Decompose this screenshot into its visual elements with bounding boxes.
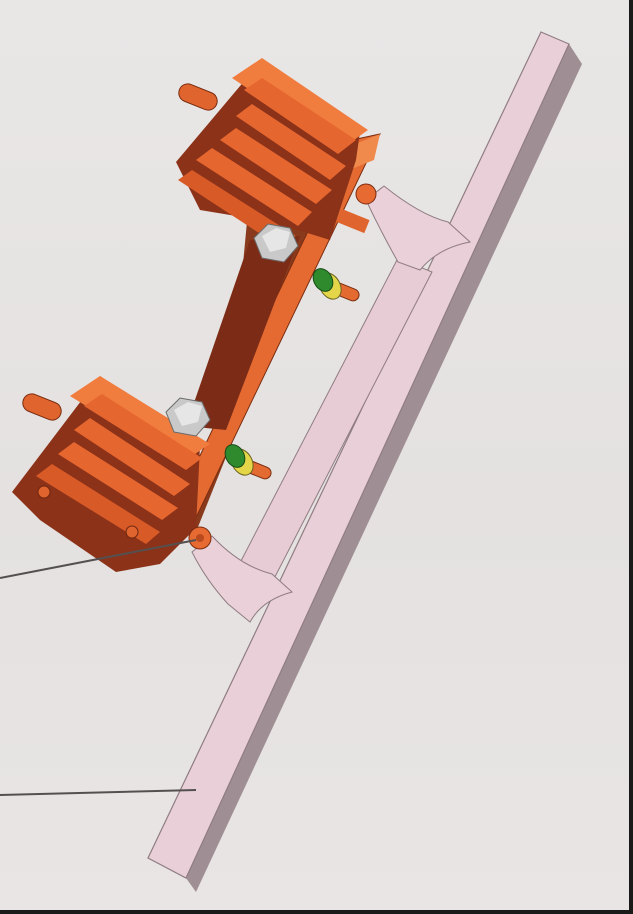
lower-nut-facet xyxy=(174,402,202,426)
callout-fastener-leader xyxy=(0,539,197,579)
lower-hex-nut xyxy=(165,397,211,437)
lower-pin-center xyxy=(196,534,204,542)
lower-fin-1 xyxy=(84,394,202,470)
rail-side-face xyxy=(186,44,582,892)
beam-upper-arm xyxy=(365,185,472,271)
lower-washer-stud xyxy=(224,444,272,480)
upper-washer-stud xyxy=(312,268,360,302)
upper-hex-nut xyxy=(253,223,299,263)
lower-bolt-a xyxy=(37,485,51,499)
lower-washer-green xyxy=(224,444,246,468)
lower-fin-2 xyxy=(74,418,190,496)
upper-fin-2 xyxy=(236,104,346,180)
upper-fin-1 xyxy=(244,78,356,154)
lower-shaft xyxy=(22,393,62,421)
upper-washer-green xyxy=(312,268,334,292)
upper-fin-4 xyxy=(196,148,312,226)
upper-component-block xyxy=(176,58,377,248)
upper-nut-facet xyxy=(262,228,290,252)
upper-shaft xyxy=(178,83,218,111)
lower-fin-3 xyxy=(58,442,178,520)
support-beam xyxy=(147,31,582,892)
upper-fin-3 xyxy=(220,128,332,204)
upper-pin xyxy=(355,183,377,205)
upper-lower-tab xyxy=(336,208,370,234)
lower-fin-4 xyxy=(36,464,160,544)
lower-bolt-b xyxy=(125,525,139,539)
callout-support-beam-leader xyxy=(0,789,197,796)
connector-bar xyxy=(186,236,300,430)
lower-component-block xyxy=(12,376,212,572)
beam-lower-arm xyxy=(191,535,294,623)
